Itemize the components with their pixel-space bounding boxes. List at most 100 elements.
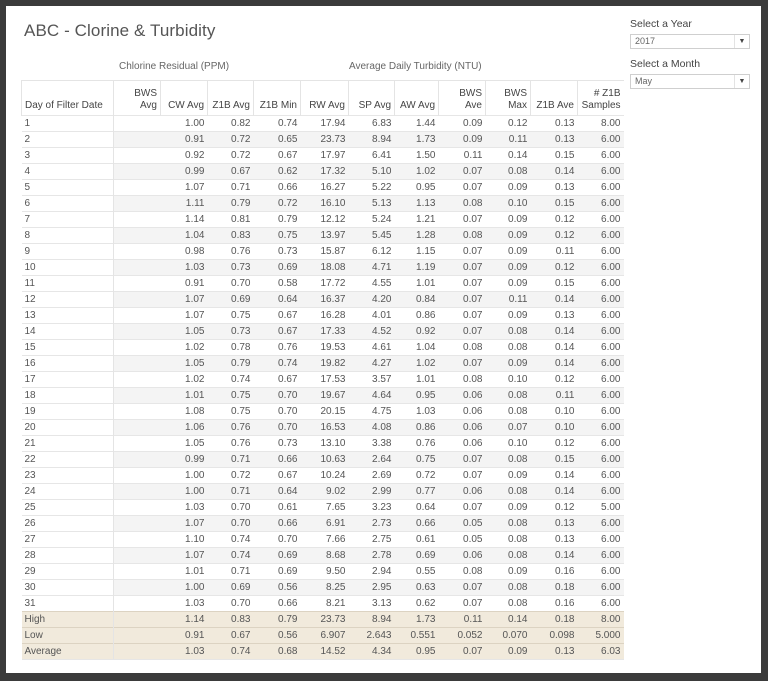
- column-header[interactable]: Z1B Avg: [207, 80, 254, 116]
- chevron-down-icon[interactable]: ▼: [734, 35, 749, 48]
- row-label: 5: [21, 179, 114, 196]
- column-header[interactable]: BWS Ave: [438, 80, 486, 116]
- row-label: 13: [21, 307, 114, 324]
- table-cell: 2.95: [348, 579, 395, 596]
- column-header[interactable]: AW Avg: [394, 80, 439, 116]
- table-cell: 0.070: [485, 627, 531, 644]
- column-header[interactable]: SP Avg: [348, 80, 395, 116]
- table-cell: 16.27: [300, 179, 349, 196]
- table-cell: 17.33: [300, 323, 349, 340]
- table-cell: 0.08: [485, 515, 531, 532]
- table-cell: 0.81: [207, 211, 254, 228]
- table-cell: 0.09: [485, 355, 531, 372]
- table-row: 29 1.01 0.71 0.69 9.50 2.94 0.55 0.08 0.09 0.16 6.…: [21, 563, 624, 580]
- table-cell: 1.01: [394, 275, 439, 292]
- table-cell: 0.13: [530, 531, 578, 548]
- table-cell: 8.00: [577, 611, 624, 628]
- table-cell: 2.78: [348, 547, 395, 564]
- column-header[interactable]: # Z1B Samples: [577, 80, 624, 116]
- row-label: 4: [21, 163, 114, 180]
- table-cell: 1.01: [160, 387, 208, 404]
- table-cell: 2.75: [348, 531, 395, 548]
- table-cell: 0.70: [207, 595, 254, 612]
- row-label: 6: [21, 195, 114, 212]
- table-cell: 0.58: [253, 275, 301, 292]
- month-dropdown[interactable]: May ▼: [630, 74, 750, 89]
- table-cell: 0.63: [394, 579, 439, 596]
- row-label: Low: [21, 627, 114, 644]
- table-cell: [113, 611, 161, 628]
- table-cell: 4.71: [348, 259, 395, 276]
- column-header[interactable]: Day of Filter Date: [21, 80, 114, 116]
- table-cell: 0.14: [530, 163, 578, 180]
- year-dropdown[interactable]: 2017 ▼: [630, 34, 750, 49]
- table-cell: 0.06: [438, 547, 486, 564]
- table-cell: 3.38: [348, 435, 395, 452]
- table-cell: 0.08: [485, 163, 531, 180]
- table-cell: 2.643: [348, 627, 395, 644]
- table-cell: 1.07: [160, 179, 208, 196]
- row-label: 25: [21, 499, 114, 516]
- chevron-down-icon[interactable]: ▼: [734, 75, 749, 88]
- column-header[interactable]: RW Avg: [300, 80, 349, 116]
- table-cell: [113, 627, 161, 644]
- table-cell: 0.71: [207, 451, 254, 468]
- table-cell: 0.56: [253, 579, 301, 596]
- table-cell: 0.551: [394, 627, 439, 644]
- table-cell: [113, 259, 161, 276]
- table-cell: 1.02: [394, 355, 439, 372]
- table-cell: 0.12: [530, 211, 578, 228]
- table-row: 27 1.10 0.74 0.70 7.66 2.75 0.61 0.05 0.08 0.13 6.…: [21, 531, 624, 548]
- table-cell: 0.13: [530, 515, 578, 532]
- table-cell: 0.84: [394, 291, 439, 308]
- month-filter-label: Select a Month: [630, 58, 701, 70]
- table-cell: [113, 563, 161, 580]
- table-cell: 0.09: [485, 643, 531, 660]
- row-label: 20: [21, 419, 114, 436]
- column-header[interactable]: BWS Avg: [113, 80, 161, 116]
- table-cell: 5.22: [348, 179, 395, 196]
- column-header[interactable]: Z1B Ave: [530, 80, 578, 116]
- column-header[interactable]: Z1B Min: [253, 80, 301, 116]
- table-cell: 0.08: [485, 531, 531, 548]
- table-row: 1 1.00 0.82 0.74 17.94 6.83 1.44 0.09 0.12 0.13 8.…: [21, 115, 624, 132]
- table-cell: 0.74: [207, 547, 254, 564]
- column-header[interactable]: CW Avg: [160, 80, 208, 116]
- table-cell: 0.62: [394, 595, 439, 612]
- table-cell: 0.098: [530, 627, 578, 644]
- table-cell: 10.63: [300, 451, 349, 468]
- table-cell: 0.15: [530, 275, 578, 292]
- table-cell: 6.00: [577, 403, 624, 420]
- table-cell: 6.00: [577, 515, 624, 532]
- table-cell: 0.09: [485, 179, 531, 196]
- table-cell: 4.64: [348, 387, 395, 404]
- table-cell: [113, 147, 161, 164]
- table-cell: 0.67: [253, 467, 301, 484]
- column-header[interactable]: BWS Max: [485, 80, 531, 116]
- row-label: 8: [21, 227, 114, 244]
- table-cell: 0.14: [485, 147, 531, 164]
- table-cell: 0.16: [530, 595, 578, 612]
- table-cell: [113, 419, 161, 436]
- table-cell: 0.08: [438, 195, 486, 212]
- table-cell: 1.00: [160, 579, 208, 596]
- table-cell: 1.05: [160, 435, 208, 452]
- table-cell: 1.11: [160, 195, 208, 212]
- table-cell: 0.16: [530, 563, 578, 580]
- table-cell: 8.25: [300, 579, 349, 596]
- table-cell: 6.00: [577, 595, 624, 612]
- table-cell: 0.12: [485, 115, 531, 132]
- table-cell: 2.99: [348, 483, 395, 500]
- table-cell: 0.08: [485, 339, 531, 356]
- row-label: 1: [21, 115, 114, 132]
- table-row: 11 0.91 0.70 0.58 17.72 4.55 1.01 0.07 0.09 0.15 6…: [21, 275, 624, 292]
- table-cell: 3.57: [348, 371, 395, 388]
- table-cell: 0.75: [253, 227, 301, 244]
- table-cell: 16.10: [300, 195, 349, 212]
- table-cell: 0.92: [394, 323, 439, 340]
- table-cell: 0.79: [253, 611, 301, 628]
- table-cell: 17.97: [300, 147, 349, 164]
- table-cell: [113, 467, 161, 484]
- table-cell: 0.76: [207, 435, 254, 452]
- table-cell: 0.78: [207, 339, 254, 356]
